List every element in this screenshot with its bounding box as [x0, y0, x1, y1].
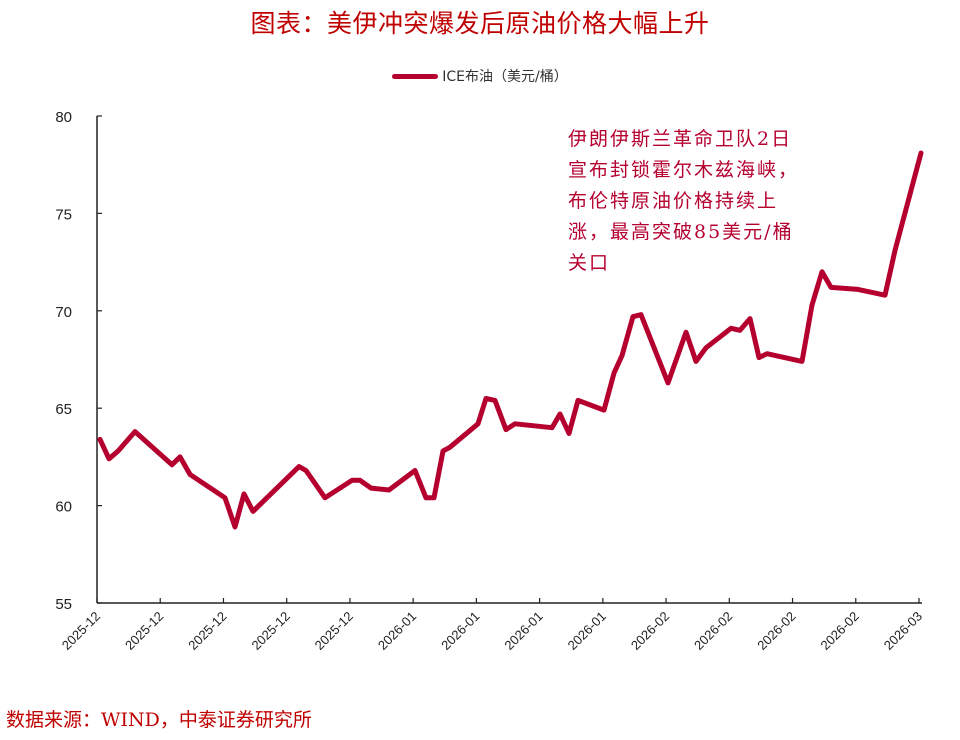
svg-text:60: 60 [55, 499, 72, 516]
legend-label: ICE布油（美元/桶） [442, 69, 568, 85]
svg-text:2025-12: 2025-12 [312, 609, 356, 653]
svg-text:2026-01: 2026-01 [438, 609, 482, 653]
svg-text:2025-12: 2025-12 [248, 609, 292, 653]
y-axis-ticks: 55 60 65 70 75 80 [55, 109, 102, 613]
svg-text:2026-03: 2026-03 [881, 609, 925, 653]
brent-price-line [97, 150, 924, 530]
svg-text:65: 65 [55, 401, 72, 418]
legend-line-swatch-icon [392, 73, 439, 79]
svg-text:55: 55 [55, 596, 72, 613]
svg-text:2025-12: 2025-12 [185, 609, 229, 653]
svg-text:2026-02: 2026-02 [628, 609, 672, 653]
svg-text:2025-12: 2025-12 [122, 609, 166, 653]
event-annotation: 伊朗伊斯兰革命卫队2日 宣布封锁霍尔木兹海峡， 布伦特原油价格持续上 涨，最高突… [568, 128, 800, 274]
svg-text:2026-01: 2026-01 [501, 609, 545, 653]
svg-text:2026-02: 2026-02 [691, 609, 735, 653]
svg-text:2025-12: 2025-12 [59, 609, 103, 653]
axes [96, 116, 922, 604]
svg-text:2026-02: 2026-02 [754, 609, 798, 653]
legend: ICE布油（美元/桶） [0, 66, 960, 86]
data-source: 数据来源：WIND，中泰证券研究所 [6, 709, 312, 731]
svg-text:70: 70 [55, 304, 72, 321]
svg-text:2026-02: 2026-02 [818, 609, 862, 653]
chart-title: 图表：美伊冲突爆发后原油价格大幅上升 [250, 9, 710, 38]
svg-text:80: 80 [55, 109, 72, 126]
svg-text:2026-01: 2026-01 [375, 609, 419, 653]
svg-text:75: 75 [55, 206, 72, 223]
svg-text:2026-01: 2026-01 [565, 609, 609, 653]
x-axis-ticks: 2025-12 2025-12 2025-12 2025-12 2025-12 2026-… [59, 598, 925, 653]
